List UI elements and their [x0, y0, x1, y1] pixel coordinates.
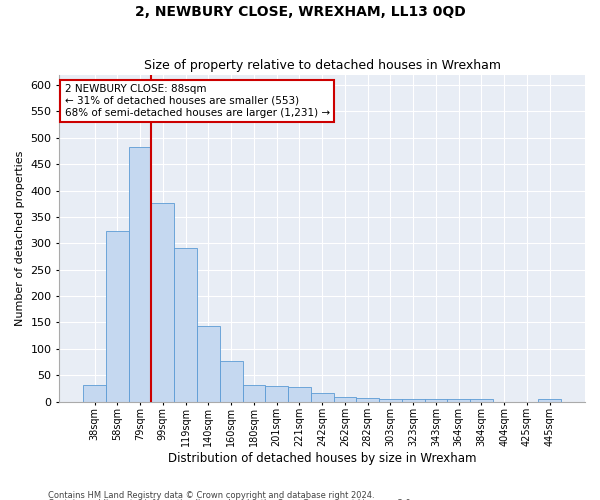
Title: Size of property relative to detached houses in Wrexham: Size of property relative to detached ho… — [143, 59, 500, 72]
Text: Contains public sector information licensed under the Open Government Licence v3: Contains public sector information licen… — [48, 499, 413, 500]
Bar — [242, 384, 265, 402]
Bar — [83, 384, 106, 402]
Bar — [402, 399, 425, 402]
Bar — [538, 399, 561, 402]
Bar — [356, 398, 379, 402]
Bar — [334, 398, 356, 402]
Bar — [265, 386, 288, 402]
Bar — [448, 399, 470, 402]
Text: 2, NEWBURY CLOSE, WREXHAM, LL13 0QD: 2, NEWBURY CLOSE, WREXHAM, LL13 0QD — [134, 5, 466, 19]
Bar — [197, 326, 220, 402]
Y-axis label: Number of detached properties: Number of detached properties — [15, 150, 25, 326]
Text: Contains HM Land Registry data © Crown copyright and database right 2024.: Contains HM Land Registry data © Crown c… — [48, 490, 374, 500]
X-axis label: Distribution of detached houses by size in Wrexham: Distribution of detached houses by size … — [168, 452, 476, 465]
Bar — [106, 231, 129, 402]
Bar — [470, 399, 493, 402]
Bar — [425, 400, 448, 402]
Bar — [220, 362, 242, 402]
Bar — [379, 399, 402, 402]
Bar — [311, 393, 334, 402]
Text: 2 NEWBURY CLOSE: 88sqm
← 31% of detached houses are smaller (553)
68% of semi-de: 2 NEWBURY CLOSE: 88sqm ← 31% of detached… — [65, 84, 330, 117]
Bar — [288, 388, 311, 402]
Bar — [151, 202, 174, 402]
Bar — [174, 248, 197, 402]
Bar — [129, 147, 151, 402]
